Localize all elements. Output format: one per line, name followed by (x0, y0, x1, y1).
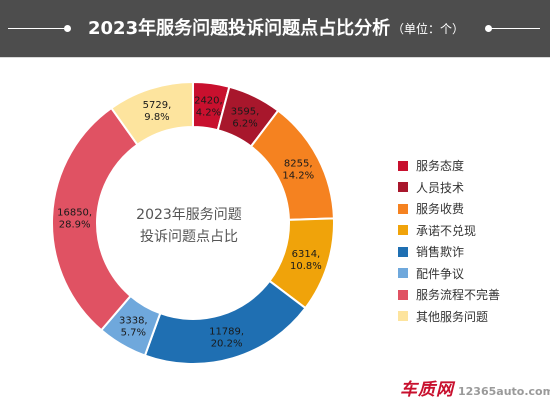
donut-slice-8 (109, 80, 194, 147)
legend-item-2: 人员技术 (398, 177, 500, 199)
legend-swatch-1 (398, 160, 408, 171)
slice-value-label-5: 11789, (209, 327, 244, 338)
watermark-url: 12365auto.com (458, 385, 550, 398)
slice-percent-label-8: 9.8% (144, 112, 169, 123)
legend-swatch-6 (398, 268, 408, 279)
center-label-line-1: 2023年服务问题 (136, 207, 242, 223)
center-label-line-2: 投诉问题点占比 (140, 229, 238, 245)
slice-percent-label-3: 14.2% (282, 171, 314, 182)
legend-label-2: 人员技术 (416, 180, 465, 195)
legend-item-3: 服务收费 (398, 198, 500, 220)
chart-unit: （单位：个） (392, 22, 465, 36)
legend-item-5: 销售欺诈 (398, 241, 500, 263)
legend-swatch-5 (398, 246, 408, 257)
slice-value-label-8: 5729, (143, 100, 172, 111)
legend-item-4: 承诺不兑现 (398, 220, 500, 242)
legend-label-5: 销售欺诈 (416, 245, 465, 260)
slice-percent-label-5: 20.2% (211, 339, 243, 350)
watermark-logo: 车质网 (400, 380, 454, 400)
chart-title: 2023年服务问题投诉问题点占比分析 (88, 18, 391, 39)
donut-center-label: 2023年服务问题 投诉问题点占比 (118, 204, 260, 248)
slice-percent-label-6: 5.7% (121, 327, 146, 338)
legend-swatch-7 (398, 289, 408, 300)
slice-value-label-4: 6314, (292, 249, 321, 260)
site-watermark: 车质网 12365auto.com (400, 375, 550, 400)
legend-label-4: 承诺不兑现 (416, 223, 477, 238)
slice-value-label-3: 8255, (284, 159, 313, 170)
slice-value-label-7: 16850, (57, 208, 92, 219)
banner-rule-left (8, 28, 66, 29)
slice-value-label-2: 3595, (231, 107, 260, 118)
title-banner: 2023年服务问题投诉问题点占比分析 （单位：个） (0, 0, 550, 57)
slice-percent-label-1: 4.2% (196, 108, 221, 119)
legend-item-7: 服务流程不完善 (398, 284, 500, 306)
chart-legend: 服务态度人员技术服务收费承诺不兑现销售欺诈配件争议服务流程不完善 其他服务问题 (398, 155, 500, 327)
legend-label-1: 服务态度 (416, 159, 465, 174)
legend-swatch-3 (398, 203, 408, 214)
legend-label-8: 其他服务问题 (416, 309, 489, 324)
banner-rule-right (488, 28, 540, 29)
slice-value-label-6: 3338, (119, 315, 148, 326)
slice-percent-label-7: 28.9% (59, 220, 91, 231)
legend-swatch-8 (398, 311, 408, 322)
slice-percent-label-2: 6.2% (232, 119, 257, 130)
legend-item-8: 其他服务问题 (398, 306, 500, 328)
legend-label-3: 服务收费 (416, 202, 465, 217)
legend-label-6: 配件争议 (416, 266, 465, 281)
slice-percent-label-4: 10.8% (290, 261, 322, 272)
donut-slice-5 (143, 279, 307, 365)
legend-item-1: 服务态度 (398, 155, 500, 177)
legend-swatch-2 (398, 182, 408, 193)
legend-item-6: 配件争议 (398, 263, 500, 285)
legend-swatch-4 (398, 225, 408, 236)
slice-value-label-1: 2420, (194, 96, 223, 107)
frame-divider (0, 57, 550, 58)
legend-label-7: 服务流程不完善 (416, 288, 501, 303)
banner-dot-left (64, 25, 71, 32)
